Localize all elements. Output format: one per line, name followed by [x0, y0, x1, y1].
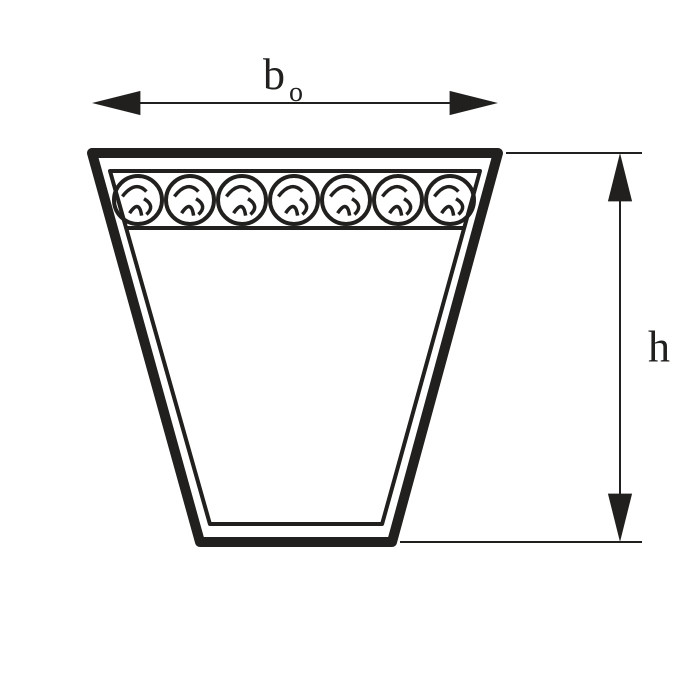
tensile-cord	[270, 176, 318, 224]
cord-circle-icon	[270, 176, 318, 224]
cord-twist-icon	[300, 199, 307, 215]
width-label-subscript: o	[289, 77, 303, 108]
cord-twist-icon	[330, 187, 354, 197]
cord-circle-icon	[114, 176, 162, 224]
tensile-cords-group	[114, 176, 474, 224]
cord-twist-icon	[182, 207, 194, 216]
cord-twist-icon	[338, 207, 350, 216]
cord-twist-icon	[196, 199, 203, 215]
width-label-main: b	[263, 50, 285, 99]
cord-circle-icon	[426, 176, 474, 224]
cord-twist-icon	[122, 187, 146, 197]
cord-twist-icon	[144, 199, 151, 215]
cord-twist-icon	[390, 207, 402, 216]
cord-twist-icon	[434, 187, 458, 197]
cord-twist-icon	[278, 187, 302, 197]
arrowhead-down-icon	[608, 494, 632, 542]
cord-twist-icon	[352, 199, 359, 215]
arrowhead-left-icon	[92, 91, 140, 115]
cord-circle-icon	[322, 176, 370, 224]
width-label: bo	[263, 50, 303, 108]
cord-circle-icon	[218, 176, 266, 224]
cord-twist-icon	[456, 199, 463, 215]
cord-twist-icon	[286, 207, 298, 216]
cord-circle-icon	[374, 176, 422, 224]
tensile-cord	[322, 176, 370, 224]
cord-twist-icon	[248, 199, 255, 215]
cord-twist-icon	[226, 187, 250, 197]
tensile-cord	[374, 176, 422, 224]
arrowhead-up-icon	[608, 153, 632, 201]
cord-twist-icon	[174, 187, 198, 197]
tensile-cord	[426, 176, 474, 224]
cord-twist-icon	[382, 187, 406, 197]
cord-twist-icon	[234, 207, 246, 216]
cord-circle-icon	[166, 176, 214, 224]
tensile-cord	[166, 176, 214, 224]
tensile-cord	[218, 176, 266, 224]
belt-cross-section-diagram: bo h	[0, 0, 700, 700]
cord-twist-icon	[404, 199, 411, 215]
tensile-cord	[114, 176, 162, 224]
arrowhead-right-icon	[450, 91, 498, 115]
cord-twist-icon	[130, 207, 142, 216]
height-label: h	[648, 323, 670, 372]
cord-twist-icon	[442, 207, 454, 216]
